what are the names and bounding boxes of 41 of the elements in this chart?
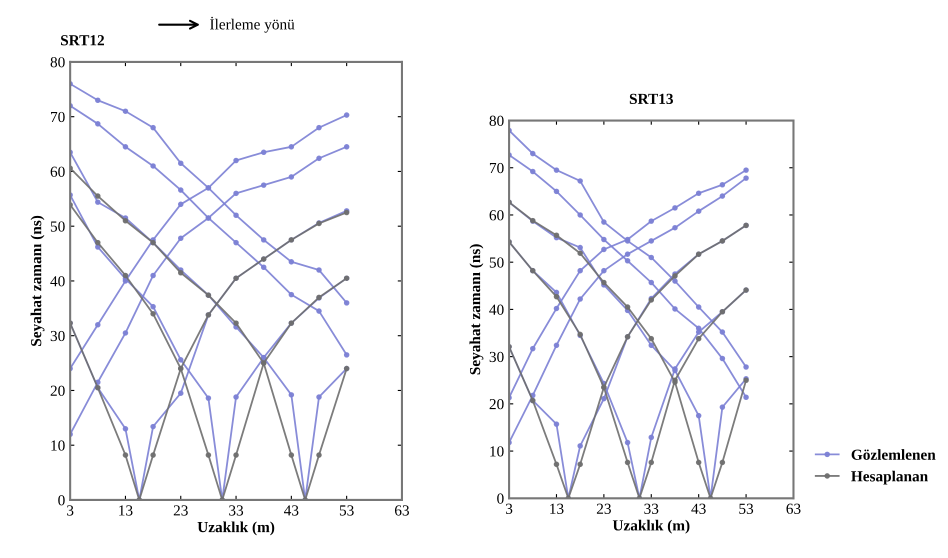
legend-label: Gözlemlenen xyxy=(852,449,936,460)
y-tick-label: 50 xyxy=(50,221,65,232)
y-axis-title: Seyahat zamanı (ns) xyxy=(30,216,44,346)
y-tick-label: 50 xyxy=(490,257,504,268)
y-tick-label: 80 xyxy=(490,116,504,126)
y-tick-label: 60 xyxy=(50,166,65,177)
y-tick-label: 70 xyxy=(51,112,65,122)
y-tick-label: 0 xyxy=(58,495,65,506)
y-tick-label: 10 xyxy=(490,446,504,457)
x-tick-label: 23 xyxy=(174,505,188,516)
y-tick-label: 0 xyxy=(497,493,504,504)
text: İlerleme yönü xyxy=(210,16,295,33)
x-tick-label: 63 xyxy=(786,504,801,514)
y-tick-label: 30 xyxy=(490,352,504,362)
chart-title: SRT12 xyxy=(61,35,104,46)
x-tick-label: 13 xyxy=(550,504,564,514)
y-tick-label: 20 xyxy=(50,386,65,396)
y-tick-label: 20 xyxy=(490,398,504,410)
x-axis-title: Uzaklık (m) xyxy=(612,520,690,534)
y-tick-label: 10 xyxy=(51,440,65,451)
x-tick-label: 13 xyxy=(119,505,132,516)
x-tick-label: 43 xyxy=(284,505,298,516)
y-axis-title: Seyahat zamanı (ns) xyxy=(469,244,484,374)
x-tick-label: 23 xyxy=(596,504,611,514)
y-tick-label: 40 xyxy=(489,304,504,315)
x-tick-label: 3 xyxy=(506,504,512,514)
x-tick-label: 33 xyxy=(644,504,658,514)
y-tick-label: 60 xyxy=(490,210,504,220)
y-tick-label: 70 xyxy=(490,162,504,174)
x-tick-label: 53 xyxy=(739,504,754,514)
x-tick-label: 3 xyxy=(67,505,74,516)
y-tick-label: 40 xyxy=(50,276,65,286)
x-tick-label: 53 xyxy=(340,505,354,516)
y-tick-label: 80 xyxy=(50,57,65,68)
x-tick-label: 33 xyxy=(229,505,244,516)
x-tick-label: 63 xyxy=(394,505,409,516)
x-tick-label: 43 xyxy=(691,504,706,514)
x-axis-title: Uzaklık (m) xyxy=(198,521,274,536)
chart-title: SRT13 xyxy=(630,94,673,104)
y-tick-label: 30 xyxy=(50,330,65,342)
legend-label: Hesaplanan xyxy=(851,470,928,485)
